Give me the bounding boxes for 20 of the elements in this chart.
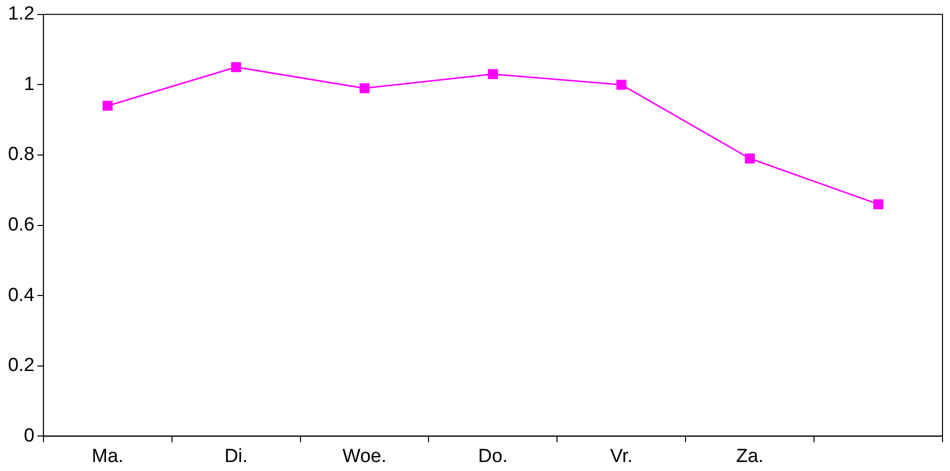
point xyxy=(102,100,113,111)
x-tick-label: Za. xyxy=(736,446,764,467)
point xyxy=(873,199,884,210)
y-tick-label: 0 xyxy=(24,425,34,446)
point xyxy=(488,69,498,80)
y-tick-label: 1 xyxy=(24,74,34,95)
point xyxy=(744,154,755,164)
point xyxy=(360,83,370,94)
y-tick-label: 0.8 xyxy=(8,144,34,166)
y-tick-label: 0.4 xyxy=(8,284,35,306)
point xyxy=(616,80,626,90)
x-tick-label: Di. xyxy=(224,446,248,467)
x-tick-label: Ma. xyxy=(92,446,124,467)
x-tick-label: Do. xyxy=(478,446,508,467)
y-tick-label: 1.2 xyxy=(8,4,34,25)
x-tick-label: Woe. xyxy=(342,446,387,467)
y-tick-label: 0.2 xyxy=(8,355,34,376)
point xyxy=(231,62,242,72)
x-tick-label: Vr. xyxy=(610,446,633,467)
y-tick-label: 0.6 xyxy=(8,214,34,236)
